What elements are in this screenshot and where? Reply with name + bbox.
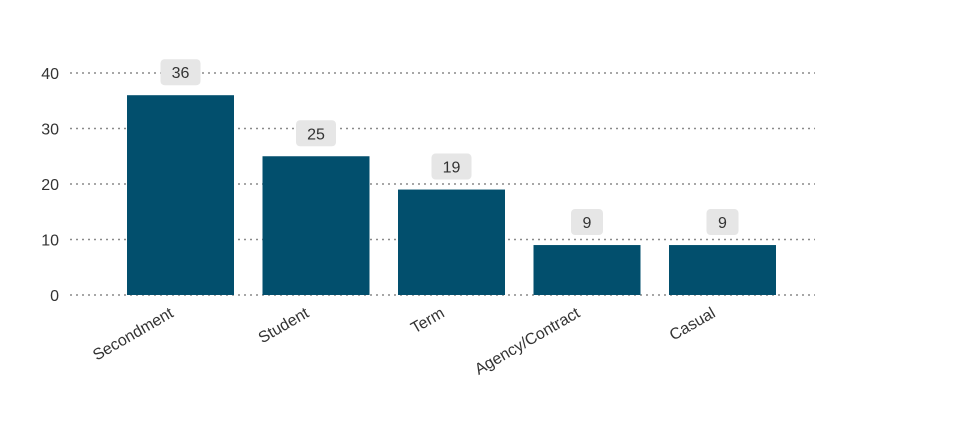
- bar-term[interactable]: [398, 189, 505, 295]
- x-axis-categories: Secondment Student Term Agency/Contract Casu…: [90, 304, 718, 378]
- y-tick-label: 40: [41, 66, 59, 83]
- data-label: 9: [583, 215, 592, 232]
- bar-secondment[interactable]: [127, 95, 234, 295]
- data-label-background: [431, 153, 472, 180]
- y-tick-label: 20: [41, 177, 59, 194]
- data-label-background: [706, 209, 739, 236]
- x-category-label: Student: [256, 304, 313, 347]
- x-category-label: Secondment: [90, 304, 177, 364]
- y-tick-label: 0: [50, 288, 59, 305]
- data-label: 25: [307, 126, 325, 143]
- data-label: 9: [718, 215, 727, 232]
- bar-student[interactable]: [262, 156, 370, 295]
- bars: [127, 95, 776, 295]
- bar-agency-contract[interactable]: [533, 245, 641, 295]
- data-label-background: [296, 120, 336, 147]
- bar-casual[interactable]: [669, 245, 776, 295]
- data-label-background: [571, 209, 603, 236]
- y-axis-ticks: 0 10 20 30 40: [41, 66, 59, 305]
- x-category-label: Casual: [667, 305, 719, 345]
- x-category-label: Term: [408, 305, 447, 338]
- y-tick-label: 10: [41, 233, 59, 250]
- data-label: 19: [443, 160, 461, 177]
- y-tick-label: 30: [41, 122, 59, 139]
- x-category-label: Agency/Contract: [472, 304, 583, 378]
- data-label: 36: [172, 65, 190, 82]
- data-labels: 36 25 19 9 9: [160, 59, 739, 236]
- data-label-background: [160, 59, 201, 86]
